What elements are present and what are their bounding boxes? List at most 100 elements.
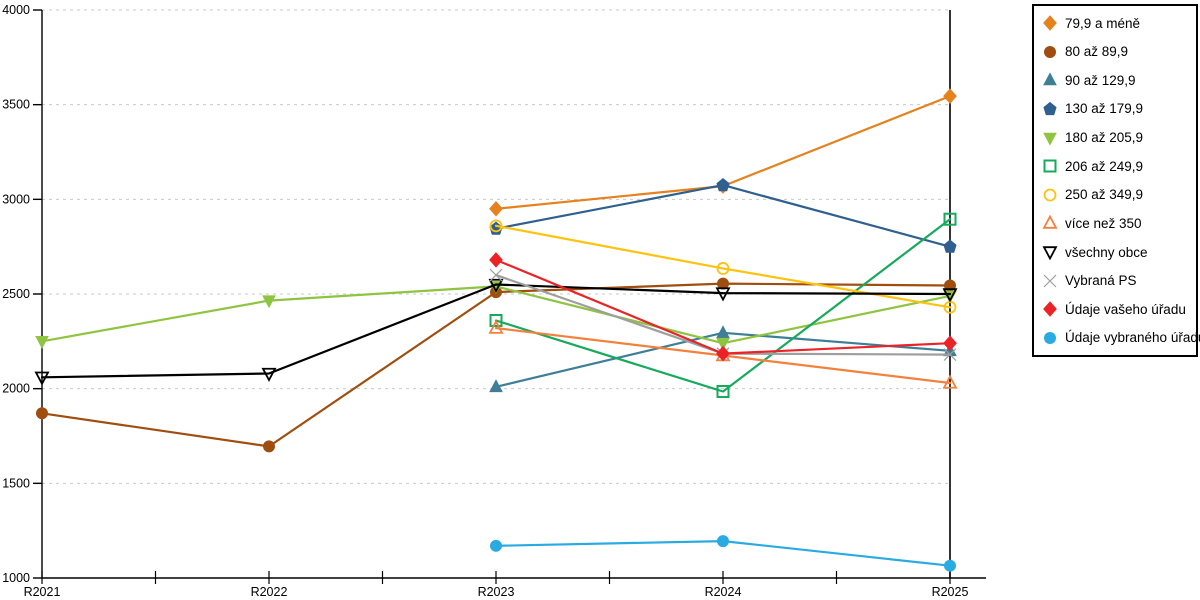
- legend-marker: [1043, 159, 1057, 173]
- legend-item-11: Údaje vašeho úřadu: [1042, 301, 1190, 318]
- legend-item-5: 180 až 205,9: [1042, 130, 1190, 146]
- data-point: [489, 268, 503, 282]
- data-point: [489, 201, 503, 217]
- legend-item-1: 79,9 a méně: [1042, 15, 1190, 31]
- series-line: [494, 184, 952, 248]
- x-tick-label: R2025: [932, 585, 969, 599]
- legend-marker: [1044, 331, 1056, 344]
- data-point: [943, 88, 957, 104]
- data-point: [716, 177, 730, 192]
- legend-item-7: 250 až 349,9: [1042, 187, 1190, 203]
- triangle-down-legend-icon: [1042, 246, 1058, 260]
- legend-label: více než 350: [1065, 215, 1142, 231]
- legend-item-8: více než 350: [1042, 215, 1190, 231]
- legend-marker: [1042, 246, 1058, 260]
- series-line: [494, 218, 952, 393]
- data-point: [943, 239, 957, 253]
- data-point: [942, 374, 958, 389]
- x-tick-label: R2023: [478, 585, 515, 599]
- data-point: [943, 348, 957, 362]
- square-legend-icon: [1043, 159, 1057, 173]
- data-point: [489, 314, 503, 328]
- axes: 1000 1500 2000 2500 3000 3500 4000 R2021 R2022 R2…: [2, 3, 986, 599]
- legend-label: Údaje vybraného úřadu: [1065, 330, 1200, 346]
- data-point: [716, 262, 730, 275]
- legend-label: 90 až 129,9: [1065, 72, 1136, 88]
- triangle-down-legend-icon: [1043, 132, 1057, 146]
- y-tick-label: 4000: [2, 3, 30, 17]
- series-1: [489, 88, 957, 217]
- legend-marker: [1043, 132, 1057, 146]
- data-point: [261, 367, 277, 382]
- data-point: [716, 385, 730, 399]
- data-point: [943, 212, 957, 226]
- data-point: [490, 539, 502, 552]
- series-line: [40, 282, 952, 448]
- legend-marker: [1043, 274, 1057, 288]
- circle-legend-icon: [1044, 45, 1056, 58]
- data-point: [488, 319, 504, 334]
- y-tick-label: 2000: [2, 382, 30, 396]
- data-point: [716, 345, 730, 362]
- legend-marker: [1043, 188, 1057, 202]
- legend-item-10: Vybraná PS: [1042, 273, 1190, 289]
- legend-marker: [1043, 101, 1057, 115]
- legend-label: 80 až 89,9: [1065, 44, 1129, 60]
- series-6: [489, 212, 957, 399]
- y-tick-label: 2500: [2, 287, 30, 301]
- data-point: [716, 337, 730, 351]
- legend: 79,9 a méně 80 až 89,9 90 až 129,9 130 až 1…: [1032, 4, 1200, 357]
- data-point: [488, 278, 504, 293]
- legend-item-2: 80 až 89,9: [1042, 44, 1190, 60]
- x-legend-icon: [1043, 274, 1057, 288]
- legend-marker: [1043, 72, 1057, 86]
- legend-label: všechny obce: [1065, 244, 1148, 260]
- circle-legend-icon: [1043, 188, 1057, 202]
- legend-item-3: 90 až 129,9: [1042, 72, 1190, 88]
- legend-label: 130 až 179,9: [1065, 101, 1144, 117]
- legend-marker: [1043, 15, 1057, 31]
- legend-label: 180 až 205,9: [1065, 130, 1144, 145]
- legend-item-6: 206 až 249,9: [1042, 158, 1190, 174]
- y-tick-label: 3000: [2, 192, 30, 206]
- series-4: [489, 177, 957, 253]
- legend-item-4: 130 až 179,9: [1042, 101, 1190, 117]
- data-point: [34, 371, 50, 386]
- data-point: [717, 535, 729, 548]
- legend-label: Vybraná PS: [1065, 273, 1137, 289]
- data-point: [715, 287, 731, 302]
- series-line: [494, 224, 952, 309]
- series-12: [490, 535, 956, 572]
- data-point: [944, 559, 956, 572]
- legend-item-9: všechny obce: [1042, 244, 1190, 260]
- data-point: [489, 219, 503, 233]
- diamond-legend-icon: [1043, 301, 1057, 318]
- legend-item-12: Údaje vybraného úřadu: [1042, 330, 1200, 346]
- series-11: [489, 252, 957, 362]
- circle-legend-icon: [1044, 331, 1056, 344]
- data-point: [489, 379, 503, 393]
- diamond-legend-icon: [1043, 15, 1057, 31]
- y-tick-label: 1500: [2, 476, 30, 490]
- series-line: [40, 283, 952, 379]
- y-tick-label: 3500: [2, 98, 30, 112]
- x-tick-label: R2022: [251, 585, 288, 599]
- legend-label: 79,9 a méně: [1065, 15, 1141, 31]
- y-tick-label: 1000: [2, 571, 30, 585]
- x-tick-label: R2021: [24, 585, 61, 599]
- data-point: [36, 407, 48, 420]
- legend-marker: [1044, 45, 1056, 58]
- data-point: [716, 325, 730, 339]
- legend-marker: [1043, 301, 1057, 318]
- pentagon-legend-icon: [1043, 101, 1057, 115]
- triangle-up-legend-icon: [1043, 72, 1057, 86]
- triangle-up-legend-icon: [1042, 215, 1058, 230]
- legend-label: Údaje vašeho úřadu: [1065, 301, 1186, 317]
- data-point: [943, 335, 957, 351]
- data-point: [262, 295, 276, 309]
- data-point: [263, 440, 275, 453]
- data-point: [35, 336, 49, 349]
- legend-marker: [1042, 215, 1058, 230]
